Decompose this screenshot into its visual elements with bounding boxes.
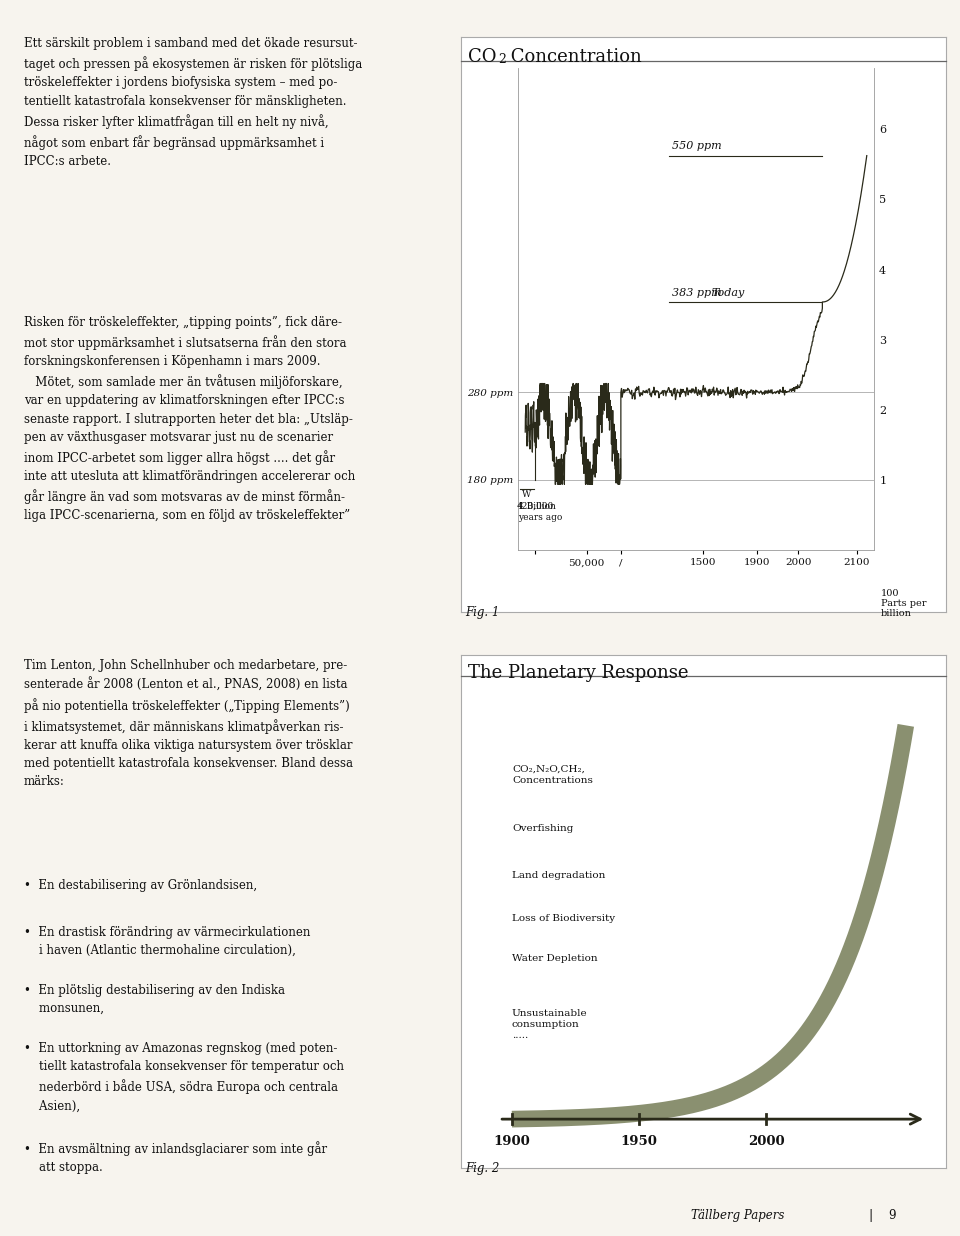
- Text: Overfishing: Overfishing: [512, 824, 573, 833]
- Text: Loss of Biodiversity: Loss of Biodiversity: [512, 915, 615, 923]
- Text: 2: 2: [498, 53, 506, 67]
- Text: 1900: 1900: [493, 1135, 530, 1148]
- Text: •  En avsmältning av inlandsglaciarer som inte går
    att stoppa.: • En avsmältning av inlandsglaciarer som…: [24, 1141, 327, 1174]
- Text: 383 ppm: 383 ppm: [672, 288, 722, 298]
- Text: 1950: 1950: [620, 1135, 658, 1148]
- Text: CO₂,N₂O,CH₂,
Concentrations: CO₂,N₂O,CH₂, Concentrations: [512, 765, 592, 785]
- Text: 420,000: 420,000: [516, 502, 554, 510]
- Text: 2000: 2000: [748, 1135, 784, 1148]
- Text: Tällberg Papers: Tällberg Papers: [691, 1209, 784, 1221]
- Text: 100
Parts per
billion: 100 Parts per billion: [880, 588, 926, 618]
- Text: •  En uttorkning av Amazonas regnskog (med poten-
    tiellt katastrofala konsek: • En uttorkning av Amazonas regnskog (me…: [24, 1042, 344, 1112]
- Text: Fig. 1: Fig. 1: [466, 606, 500, 618]
- Text: Water Depletion: Water Depletion: [512, 954, 597, 963]
- Text: Risken för tröskeleffekter, „tipping points”, fick däre-
mot stor uppmärksamhet : Risken för tröskeleffekter, „tipping poi…: [24, 316, 355, 523]
- Text: 9: 9: [888, 1209, 896, 1221]
- Text: CO: CO: [468, 48, 497, 67]
- Text: 550 ppm: 550 ppm: [672, 141, 722, 151]
- Text: Tim Lenton, John Schellnhuber och medarbetare, pre-
senterade år 2008 (Lenton et: Tim Lenton, John Schellnhuber och medarb…: [24, 659, 353, 789]
- Text: Today: Today: [711, 288, 745, 298]
- Text: Land degradation: Land degradation: [512, 871, 606, 880]
- Text: Fig. 2: Fig. 2: [466, 1162, 500, 1174]
- Text: W: W: [522, 491, 532, 499]
- Text: Concentration: Concentration: [505, 48, 641, 67]
- Text: •  En plötslig destabilisering av den Indiska
    monsunen,: • En plötslig destabilisering av den Ind…: [24, 984, 285, 1015]
- Text: Unsustainable
consumption
.....: Unsustainable consumption .....: [512, 1009, 588, 1039]
- Text: •  En destabilisering av Grönlandsisen,: • En destabilisering av Grönlandsisen,: [24, 879, 257, 892]
- Text: |: |: [869, 1209, 873, 1221]
- Text: •  En drastisk förändring av värmecirkulationen
    i haven (Atlantic thermohali: • En drastisk förändring av värmecirkula…: [24, 926, 310, 957]
- Text: The Planetary Response: The Planetary Response: [468, 664, 689, 682]
- Text: 4 Billion
years ago: 4 Billion years ago: [518, 502, 563, 522]
- Text: Ett särskilt problem i samband med det ökade resursut-
taget och pressen på ekos: Ett särskilt problem i samband med det ö…: [24, 37, 362, 168]
